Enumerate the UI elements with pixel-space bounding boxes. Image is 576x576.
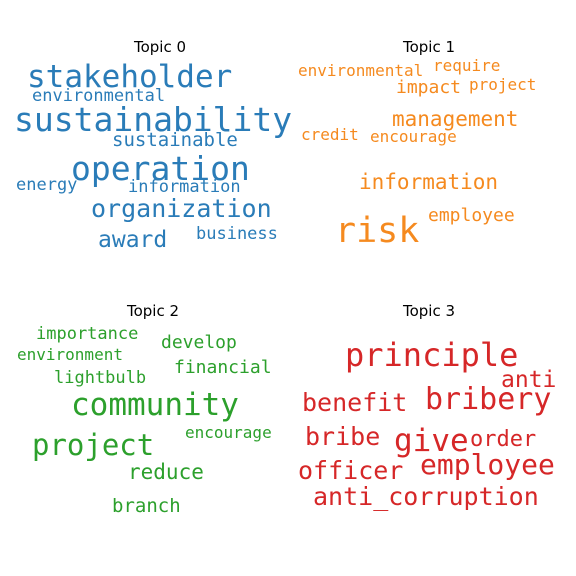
word-principle: principle xyxy=(345,336,519,374)
word-benefit: benefit xyxy=(302,388,408,417)
word-organization: organization xyxy=(91,194,272,223)
word-community: community xyxy=(71,387,239,423)
topic-0-panel: Topic 0 stakeholder environmental sustai… xyxy=(0,0,292,288)
word-sustainable: sustainable xyxy=(112,129,238,151)
word-branch: branch xyxy=(112,495,181,517)
word-bribery: bribery xyxy=(425,382,552,417)
word-anti-corruption: anti_corruption xyxy=(313,482,539,511)
word-credit: credit xyxy=(301,125,359,144)
topic-3-panel: Topic 3 principle anti benefit bribery b… xyxy=(288,288,576,576)
word-employee: employee xyxy=(420,448,555,481)
word-stakeholder: stakeholder xyxy=(27,59,233,95)
word-business: business xyxy=(196,224,278,244)
topic-2-panel: Topic 2 importance develop environment f… xyxy=(0,288,288,576)
word-project: project xyxy=(469,75,537,94)
word-give: give xyxy=(394,423,469,459)
word-operation: operation xyxy=(71,149,250,188)
word-information: information xyxy=(359,170,499,194)
word-risk: risk xyxy=(335,211,420,251)
word-encourage: encourage xyxy=(185,423,272,442)
word-lightbulb: lightbulb xyxy=(54,368,147,388)
word-encourage: encourage xyxy=(370,127,457,146)
topic-title: Topic 3 xyxy=(402,302,456,320)
word-information: information xyxy=(128,177,241,197)
word-environmental: environmental xyxy=(32,86,166,106)
word-energy: energy xyxy=(16,175,78,195)
word-management: management xyxy=(392,107,519,131)
word-award: award xyxy=(98,227,168,253)
word-employee: employee xyxy=(428,205,515,226)
word-project: project xyxy=(32,428,155,462)
word-impact: impact xyxy=(396,77,462,98)
word-anti: anti xyxy=(501,367,557,393)
word-develop: develop xyxy=(161,332,237,353)
word-reduce: reduce xyxy=(128,460,204,484)
word-financial: financial xyxy=(174,357,272,378)
topic-1-panel: Topic 1 environmental require impact pro… xyxy=(288,0,576,288)
word-sustainability: sustainability xyxy=(14,100,293,139)
word-order: order xyxy=(470,427,537,452)
word-environment: environment xyxy=(17,345,123,364)
word-importance: importance xyxy=(36,324,139,344)
topic-title: Topic 2 xyxy=(126,302,180,320)
word-officer: officer xyxy=(298,456,404,485)
topic-title: Topic 1 xyxy=(402,38,456,56)
topic-title: Topic 0 xyxy=(133,38,187,56)
word-bribe: bribe xyxy=(305,422,381,451)
word-require: require xyxy=(433,56,501,75)
word-environmental: environmental xyxy=(298,61,424,80)
